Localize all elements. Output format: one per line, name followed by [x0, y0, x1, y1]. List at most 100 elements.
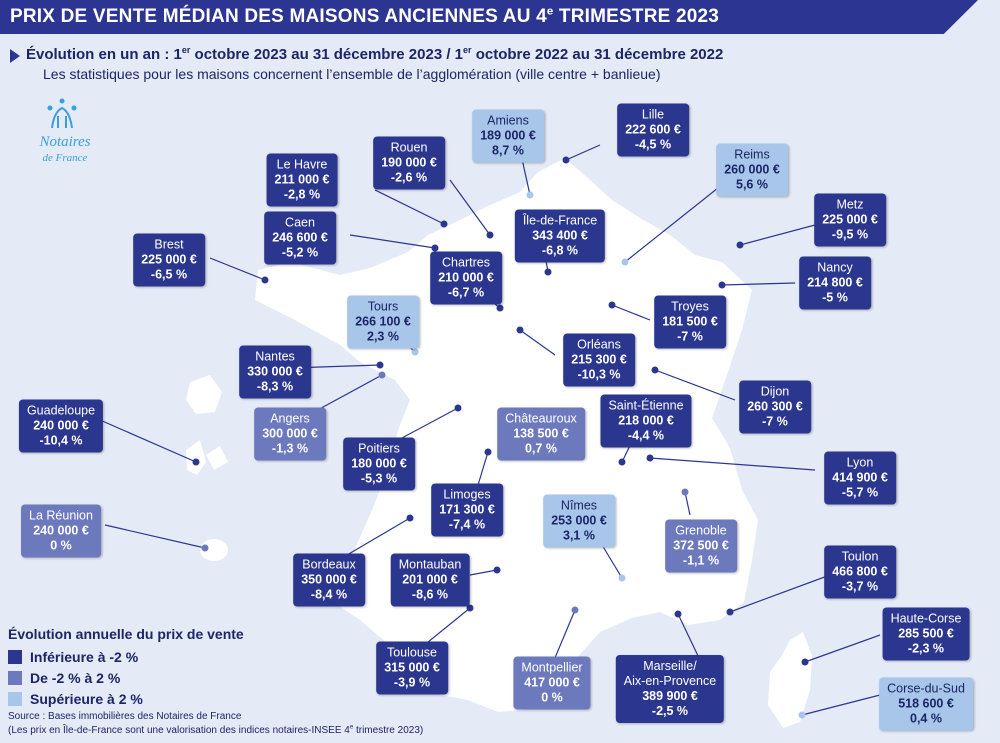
dot-chartres	[496, 304, 504, 312]
city-label-montpellier: Montpellier 417 000 €0 %	[513, 656, 591, 710]
notaires-de-france-logo: Notaires de France	[22, 98, 108, 174]
city-label-caen: Caen 246 600 € -5,2 %	[264, 211, 336, 265]
dot-caen	[431, 244, 439, 252]
dot-toulon	[726, 608, 734, 616]
city-label-dijon: Dijon 260 300 € -7 %	[739, 380, 811, 434]
dot-saint-etienne	[618, 458, 626, 466]
dot-bordeaux	[406, 514, 414, 522]
city-label-ile-de-france: Île-de-France 343 400 € -6,8 %	[514, 209, 606, 263]
leader-reunion	[104, 524, 206, 549]
dot-montpellier	[571, 606, 579, 614]
dot-le-havre	[440, 220, 448, 228]
city-label-tours: Tours 266 100 €2,3 %	[347, 295, 419, 349]
leader-lyon	[649, 457, 816, 471]
city-label-nancy: Nancy 214 800 € -5 %	[799, 256, 871, 310]
city-label-haute-corse: Haute-Corse 285 500 € -2,3 %	[882, 607, 970, 661]
idf-footnote: (Les prix en Île-de-France sont une valo…	[8, 724, 424, 736]
triangle-bullet-icon	[10, 49, 20, 63]
city-label-chateauroux: Châteauroux 138 500 €0,7 %	[497, 407, 585, 461]
leader-dijon	[654, 369, 736, 401]
city-label-brest: Brest 225 000 € -6,5 %	[133, 233, 205, 287]
city-label-toulouse: Toulouse 315 000 € -3,9 %	[376, 641, 448, 695]
dot-haute-corse	[801, 658, 809, 666]
leader-le-havre	[374, 189, 445, 225]
legend: Évolution annuelle du prix de vente Infé…	[8, 626, 244, 709]
dot-reunion	[201, 544, 209, 552]
dot-rouen	[486, 231, 494, 239]
legend-swatch	[8, 670, 22, 685]
legend-swatch	[8, 691, 22, 706]
dot-orleans	[516, 326, 524, 334]
dot-grenoble	[681, 488, 689, 496]
city-label-chartres: Chartres 210 000 € -6,7 %	[430, 251, 502, 305]
dot-corse-du-sud	[798, 711, 806, 719]
leader-montauban	[469, 569, 498, 576]
source-note: Source : Bases immobilières des Notaires…	[8, 711, 242, 722]
dot-reims	[621, 258, 629, 266]
city-label-saint-etienne: Saint-Étienne 218 000 € -4,4 %	[600, 394, 692, 448]
city-label-bordeaux: Bordeaux 350 000 € -8,4 %	[293, 553, 365, 607]
leader-montpellier	[551, 609, 576, 666]
city-label-marseille: Marseille/ Aix-en-Provence 389 900 € -2,5 …	[615, 655, 725, 723]
dot-amiens	[526, 191, 534, 199]
city-label-reims: Reims 260 000 €5,6 %	[716, 143, 788, 197]
legend-title: Évolution annuelle du prix de vente	[8, 626, 244, 642]
dot-lyon	[646, 454, 654, 462]
dot-troyes	[608, 301, 616, 309]
leader-guadeloupe	[99, 419, 197, 463]
guadeloupe-shape	[186, 440, 228, 475]
dot-tours	[411, 348, 419, 356]
leader-caen	[349, 234, 436, 249]
leader-troyes	[611, 304, 651, 321]
leader-toulon	[729, 574, 831, 613]
legend-label: Supérieure à 2 %	[30, 690, 143, 707]
dot-nimes	[618, 574, 626, 582]
leader-haute-corse	[804, 634, 881, 663]
legend-item: Supérieure à 2 %	[8, 688, 244, 709]
leader-corse-du-sud	[801, 694, 881, 716]
corsica-shape	[768, 632, 812, 728]
dot-guadeloupe	[192, 458, 200, 466]
guadeloupe-islet-shape	[186, 375, 222, 414]
header-banner: PRIX DE VENTE MÉDIAN DES MAISONS ANCIENN…	[0, 0, 978, 34]
leader-orleans	[519, 329, 556, 356]
dot-dijon	[651, 366, 659, 374]
leader-lille	[565, 144, 601, 161]
city-label-metz: Metz 225 000 € -9,5 %	[814, 193, 886, 247]
dot-lille	[562, 156, 570, 164]
city-label-nantes: Nantes 330 000 € -8,3 %	[239, 345, 311, 399]
city-label-amiens: Amiens 189 000 €8,7 %	[472, 109, 544, 163]
leader-reims	[624, 179, 729, 263]
city-label-le-havre: Le Havre 211 000 € -2,8 %	[266, 153, 338, 207]
dot-toulouse	[466, 604, 474, 612]
dot-nantes	[376, 361, 384, 369]
city-label-nimes: Nîmes 253 000 €3,1 %	[543, 494, 615, 548]
reunion-shape	[200, 539, 228, 561]
city-label-montauban: Montauban 201 000 € -8,6 %	[390, 553, 470, 607]
notaires-emblem-icon	[47, 98, 77, 129]
leader-rouen	[449, 179, 491, 236]
dot-nancy	[718, 281, 726, 289]
city-label-toulon: Toulon 466 800 € -3,7 %	[824, 545, 896, 599]
dot-limoges	[484, 448, 492, 456]
dot-brest	[261, 276, 269, 284]
legend-item: Inférieure à -2 %	[8, 646, 244, 667]
logo-wordmark-2: de France	[42, 152, 88, 164]
subtitle-period: Évolution en un an : 1er octobre 2023 au…	[26, 45, 724, 64]
legend-item: De -2 % à 2 %	[8, 667, 244, 688]
city-label-grenoble: Grenoble 372 500 € -1,1 %	[665, 519, 737, 573]
city-label-corse-du-sud: Corse-du-Sud 518 600 €0,4 %	[879, 677, 973, 731]
city-label-guadeloupe: Guadeloupe 240 000 € -10,4 %	[18, 399, 104, 453]
legend-swatch	[8, 649, 22, 664]
dot-angers	[378, 371, 386, 379]
logo-wordmark-1: Notaires	[39, 134, 91, 150]
city-label-orleans: Orléans 215 300 € -10,3 %	[563, 333, 635, 387]
leader-grenoble	[684, 491, 691, 516]
leader-nancy	[721, 282, 796, 286]
dot-montauban	[493, 566, 501, 574]
city-label-limoges: Limoges 171 300 € -7,4 %	[431, 483, 503, 537]
city-label-lille: Lille 222 600 € -4,5 %	[617, 103, 689, 157]
city-label-angers: Angers 300 000 € -1,3 %	[254, 407, 326, 461]
legend-label: De -2 % à 2 %	[30, 669, 121, 686]
dot-marseille	[674, 610, 682, 618]
